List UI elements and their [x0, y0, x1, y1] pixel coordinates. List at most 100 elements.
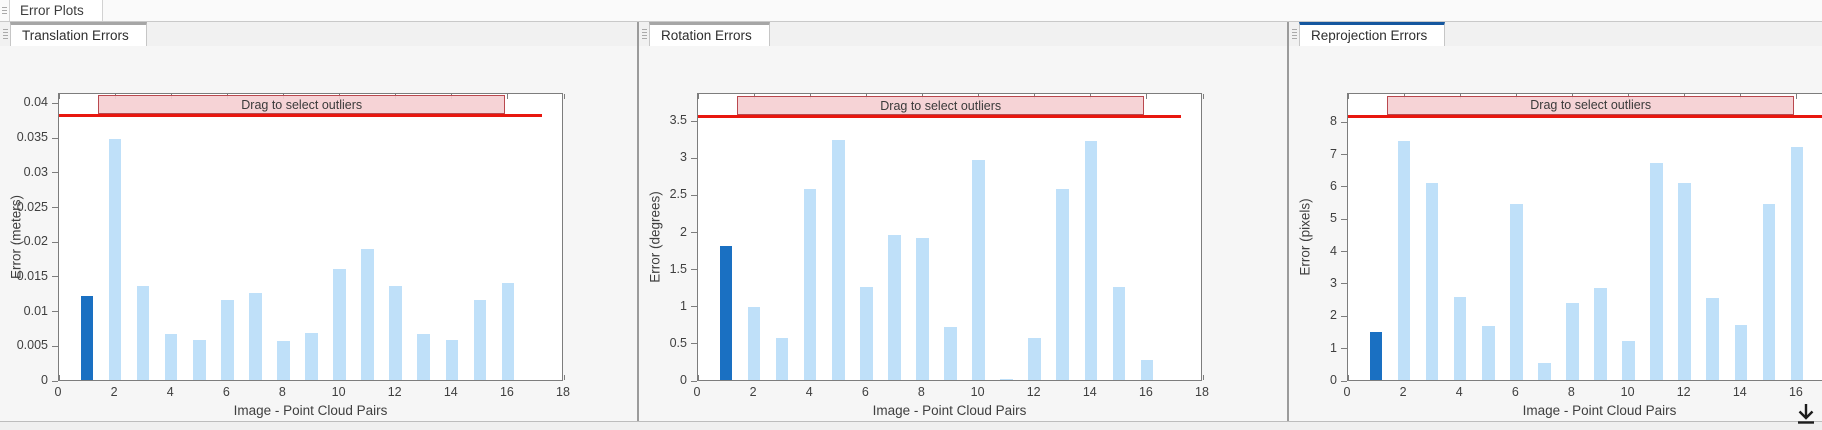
bar: [860, 287, 873, 380]
y-tick: [691, 194, 697, 196]
x-tick-label: 4: [166, 385, 174, 399]
x-tick: [507, 94, 509, 99]
panel-translation-errors: Translation Errors Drag to select outlie…: [0, 22, 637, 421]
bar: [193, 339, 206, 380]
x-tick-label: 4: [1455, 385, 1463, 399]
x-tick: [697, 375, 699, 380]
y-tick: [691, 269, 697, 271]
x-tick: [58, 375, 60, 380]
x-tick: [563, 94, 565, 99]
y-tick-label: 3: [1330, 275, 1337, 290]
bar: [916, 237, 929, 380]
x-tick: [1202, 375, 1204, 380]
y-tick-label: 0: [1330, 373, 1337, 387]
y-tick: [691, 157, 697, 159]
y-tick-label: 3: [680, 150, 687, 165]
bar: [1369, 331, 1383, 380]
bar: [1594, 287, 1607, 380]
bar: [389, 286, 402, 380]
bar: [775, 337, 789, 380]
x-tick: [58, 94, 60, 99]
panel-drag-grip-icon[interactable]: [639, 22, 649, 46]
outlier-select-band[interactable]: Drag to select outliers: [98, 95, 506, 115]
download-button[interactable]: [1791, 399, 1821, 429]
y-tick: [1341, 251, 1347, 253]
bar: [1650, 163, 1663, 380]
y-tick: [52, 207, 58, 208]
y-tick-label: 2: [1330, 308, 1337, 323]
y-tick-label: 8: [1330, 114, 1337, 129]
y-tick: [52, 311, 58, 313]
bar: [108, 139, 122, 380]
x-axis-title: Image - Point Cloud Pairs: [1522, 403, 1677, 418]
bar: [136, 286, 150, 380]
tab-rotation-errors[interactable]: Rotation Errors: [649, 22, 770, 46]
bar: [747, 307, 761, 380]
panel-drag-grip-icon[interactable]: [1289, 22, 1299, 46]
plot-area: Drag to select outliers: [58, 93, 565, 381]
y-tick: [1341, 121, 1347, 123]
tab-label: Reprojection Errors: [1311, 28, 1428, 43]
tab-reprojection-errors[interactable]: Reprojection Errors: [1299, 22, 1446, 46]
x-tick-label: 8: [278, 385, 286, 399]
bar: [473, 299, 487, 380]
document-drag-grip-icon[interactable]: [0, 0, 9, 21]
y-tick-label: 5: [1330, 211, 1337, 226]
y-tick: [1341, 154, 1347, 155]
bar: [1790, 147, 1804, 380]
x-tick: [1202, 94, 1204, 99]
y-tick: [691, 343, 697, 345]
outlier-band-label: Drag to select outliers: [880, 98, 1002, 113]
y-tick: [52, 345, 58, 347]
y-tick: [1341, 218, 1347, 220]
x-tick: [697, 94, 699, 99]
bar: [1112, 287, 1126, 380]
x-tick: [1146, 94, 1148, 99]
y-axis-title: Error (meters): [8, 195, 24, 279]
tab-translation-errors[interactable]: Translation Errors: [10, 22, 147, 46]
bar: [277, 341, 290, 380]
y-tick: [1341, 348, 1347, 350]
panel-drag-grip-icon[interactable]: [0, 22, 10, 46]
x-tick-label: 10: [1620, 385, 1635, 399]
outlier-select-band[interactable]: Drag to select outliers: [1387, 95, 1795, 115]
outlier-band-label: Drag to select outliers: [241, 97, 363, 112]
y-tick-label: 2: [680, 224, 687, 239]
y-tick-label: 0.01: [23, 303, 48, 318]
y-tick: [52, 102, 58, 104]
y-tick-label: 0.035: [16, 130, 48, 145]
y-tick-label: 1: [1330, 340, 1337, 355]
tab-label: Translation Errors: [22, 28, 129, 43]
bar: [1734, 325, 1748, 380]
y-tick: [1341, 315, 1347, 317]
rotation-errors-figure: Drag to select outliers 0 2 4 6 8 10 12 14 16 18 0 0…: [639, 46, 1287, 421]
bar: [1000, 378, 1013, 380]
doc-tab-error-plots[interactable]: Error Plots: [9, 0, 103, 21]
outlier-select-band[interactable]: Drag to select outliers: [737, 96, 1145, 116]
bar: [164, 333, 178, 380]
x-tick-label: 0: [1343, 385, 1351, 399]
y-tick-label: 0.03: [23, 164, 48, 179]
x-tick-label: 18: [556, 385, 570, 399]
bar: [361, 248, 374, 380]
x-tick-label: 2: [1399, 385, 1407, 399]
x-tick: [1347, 375, 1349, 380]
bar: [1453, 296, 1467, 380]
translation-tab-strip: Translation Errors: [0, 22, 637, 46]
x-axis-title: Image - Point Cloud Pairs: [872, 403, 1027, 418]
bar: [1706, 297, 1719, 380]
y-tick-label: 7: [1330, 146, 1337, 161]
panel-reprojection-errors: Reprojection Errors Drag to select outli…: [1287, 22, 1822, 421]
document-tab-bar: Error Plots: [0, 0, 1822, 22]
bottom-bar: [0, 421, 1822, 430]
bar: [719, 246, 733, 380]
x-tick-label: 16: [1788, 385, 1803, 399]
y-tick: [691, 306, 697, 308]
plot-area: Drag to select outliers: [1347, 93, 1822, 381]
bar: [305, 332, 318, 380]
bar: [445, 339, 459, 380]
x-tick-label: 12: [1026, 385, 1041, 399]
x-tick-label: 0: [54, 385, 62, 399]
rotation-tab-strip: Rotation Errors: [639, 22, 1287, 46]
y-tick-label: 1.5: [669, 261, 687, 276]
